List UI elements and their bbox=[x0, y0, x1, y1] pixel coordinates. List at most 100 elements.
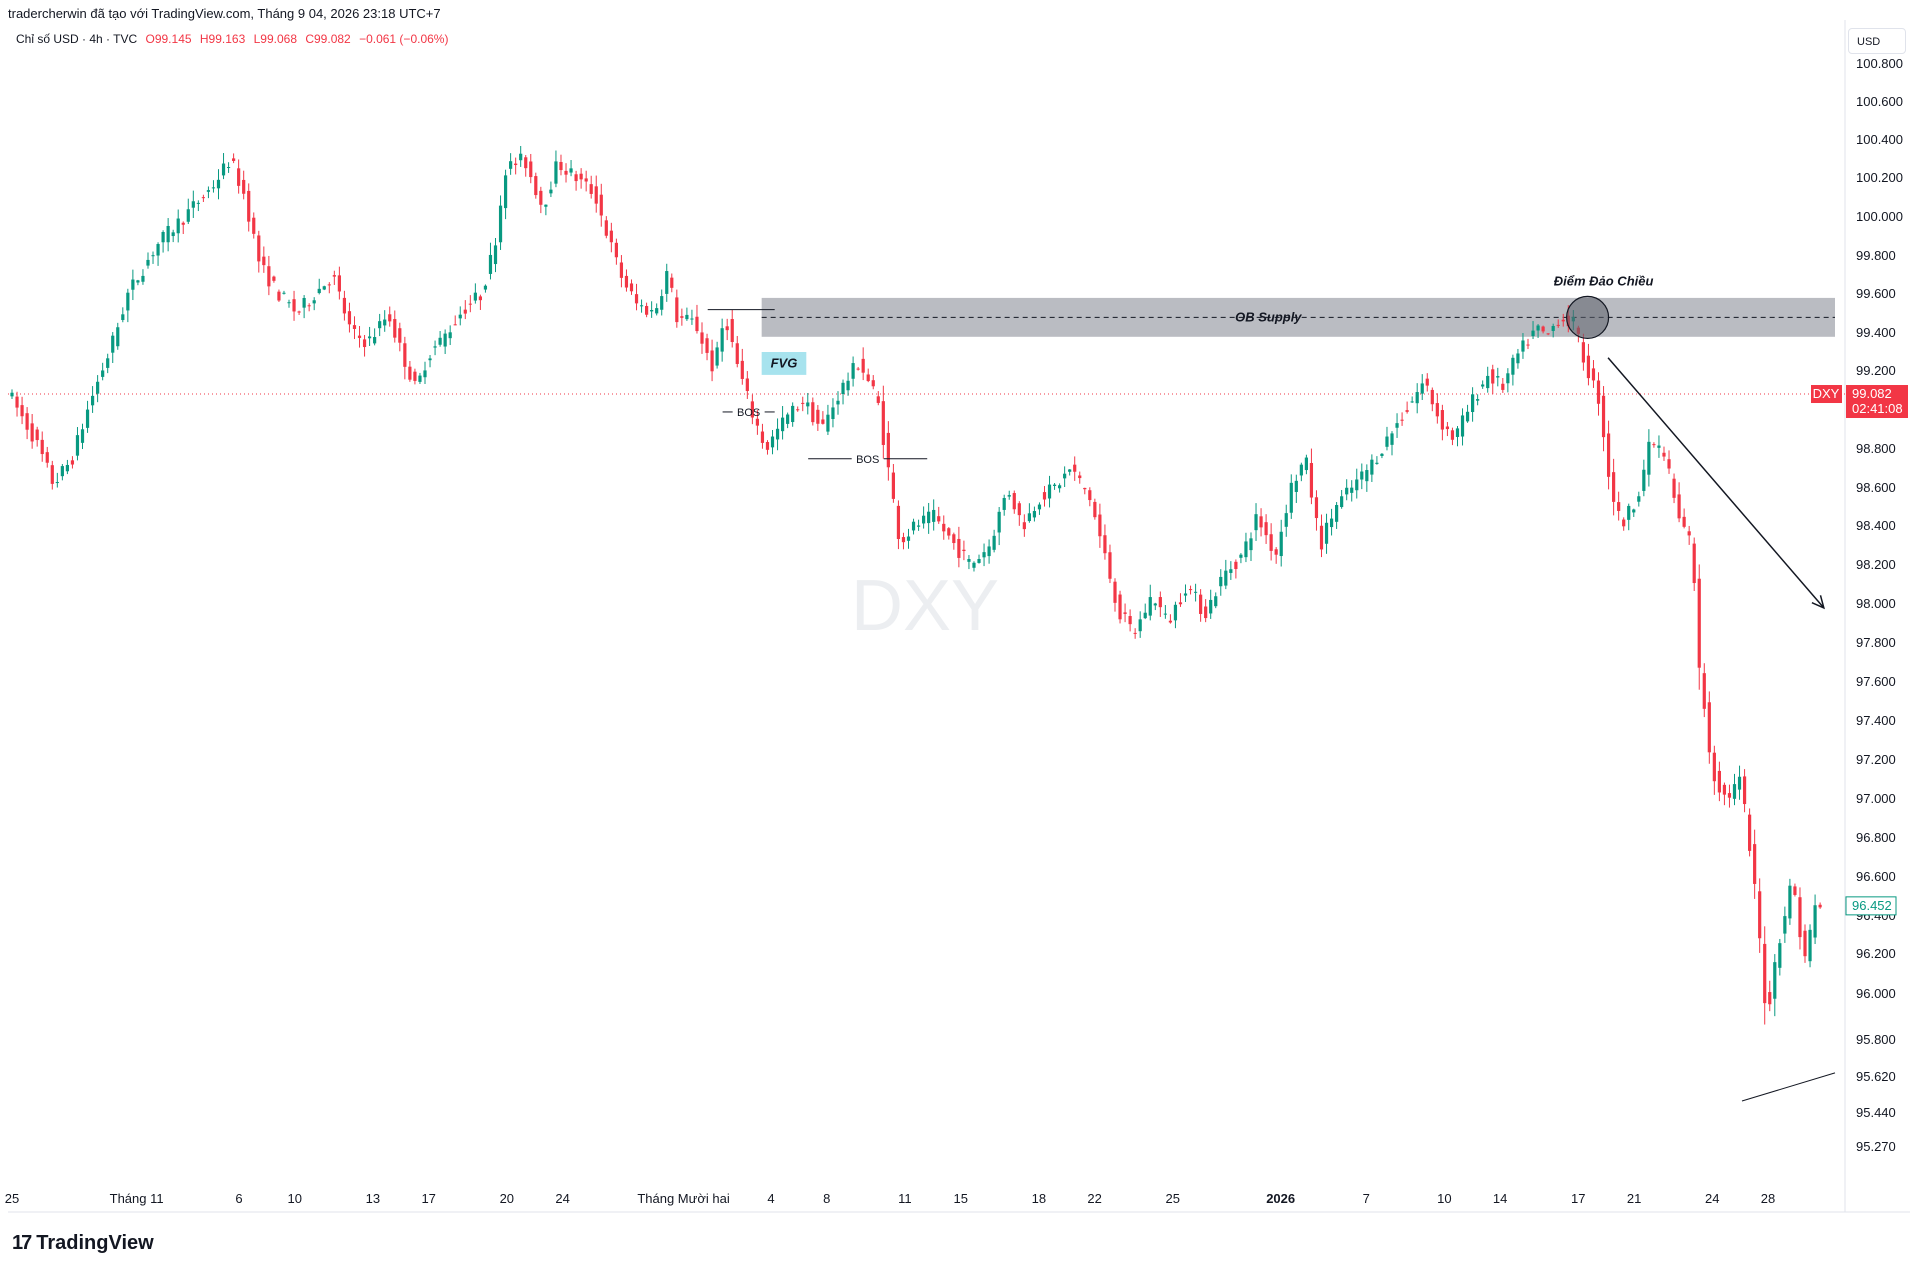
x-tick-label: 10 bbox=[1437, 1191, 1451, 1206]
candle bbox=[1284, 504, 1288, 537]
candle-body bbox=[841, 382, 845, 395]
tradingview-logo-icon: 17 bbox=[12, 1232, 32, 1254]
candle-body bbox=[1702, 673, 1706, 709]
y-tick-label: 100.000 bbox=[1856, 209, 1903, 224]
candle-body bbox=[403, 343, 407, 367]
candle bbox=[1380, 453, 1384, 459]
candle-body bbox=[1612, 472, 1616, 502]
y-tick-label: 97.600 bbox=[1856, 674, 1896, 689]
support-trendline[interactable] bbox=[1741, 1072, 1836, 1102]
fvg-zone[interactable] bbox=[761, 352, 807, 375]
candle-body bbox=[1314, 497, 1319, 519]
candle bbox=[735, 335, 739, 368]
candle-body bbox=[1234, 561, 1238, 570]
legend-symbol[interactable]: Chỉ số USD · 4h · TVC bbox=[16, 32, 138, 46]
candle bbox=[1727, 784, 1732, 808]
candle bbox=[1440, 404, 1444, 441]
candle-body bbox=[307, 305, 311, 307]
x-tick-label: 10 bbox=[288, 1191, 302, 1206]
candle bbox=[1148, 584, 1152, 621]
candle-body bbox=[1405, 410, 1409, 412]
candle bbox=[760, 423, 765, 449]
candle bbox=[1465, 404, 1470, 423]
candle bbox=[186, 198, 190, 225]
candle bbox=[1546, 333, 1550, 336]
candle-body bbox=[1254, 514, 1258, 531]
candle bbox=[916, 519, 921, 531]
candle-body bbox=[1395, 423, 1399, 428]
currency-selector[interactable]: USD bbox=[1848, 28, 1906, 54]
candle-body bbox=[796, 409, 800, 411]
candle bbox=[292, 290, 296, 321]
candle-body bbox=[1289, 482, 1293, 513]
candle bbox=[478, 294, 482, 310]
candle-body bbox=[937, 516, 941, 522]
candle-body bbox=[755, 418, 760, 426]
candle bbox=[1058, 483, 1062, 493]
candle-body bbox=[1813, 905, 1817, 938]
candle-body bbox=[1224, 570, 1228, 586]
candle-body bbox=[1677, 494, 1681, 519]
candle-body bbox=[262, 256, 266, 266]
candle bbox=[106, 353, 110, 374]
candle bbox=[957, 526, 961, 568]
candle-body bbox=[982, 552, 986, 558]
candle-body bbox=[705, 338, 709, 353]
x-tick-label: 2026 bbox=[1266, 1191, 1295, 1206]
candle-body bbox=[1737, 776, 1742, 790]
candle-body bbox=[1032, 511, 1037, 518]
y-tick-label: 96.600 bbox=[1856, 869, 1896, 884]
candle-body bbox=[715, 347, 719, 366]
candle bbox=[584, 170, 588, 192]
candle bbox=[967, 555, 971, 570]
candle-body bbox=[237, 168, 241, 186]
candle-body bbox=[226, 167, 231, 169]
candle-body bbox=[1340, 496, 1344, 508]
candle bbox=[1007, 490, 1011, 500]
candle bbox=[1687, 525, 1691, 545]
candle bbox=[1627, 503, 1631, 531]
candle bbox=[1511, 354, 1515, 386]
candle bbox=[1612, 458, 1616, 516]
reversal-point-marker[interactable] bbox=[1565, 295, 1610, 339]
candle bbox=[40, 431, 44, 462]
candle-body bbox=[861, 358, 865, 373]
candle bbox=[136, 279, 140, 286]
candle bbox=[85, 400, 90, 433]
candle bbox=[166, 218, 170, 252]
candle-body bbox=[1753, 844, 1757, 884]
candle bbox=[433, 340, 437, 356]
candle bbox=[35, 426, 39, 447]
candle bbox=[15, 391, 19, 417]
candle bbox=[1778, 938, 1782, 976]
candle bbox=[871, 375, 875, 390]
candle-body bbox=[1637, 496, 1641, 502]
candle-body bbox=[373, 337, 377, 344]
candle bbox=[1682, 508, 1686, 529]
candle-body bbox=[645, 305, 649, 315]
candle bbox=[1360, 463, 1364, 490]
y-tick-label: 98.000 bbox=[1856, 596, 1896, 611]
candle-body bbox=[428, 358, 432, 361]
y-tick-label: 98.600 bbox=[1856, 480, 1896, 495]
x-tick-label: 25 bbox=[5, 1191, 19, 1206]
candle bbox=[695, 304, 699, 334]
candle-body bbox=[544, 204, 548, 207]
candle-body bbox=[609, 230, 613, 243]
candle bbox=[901, 532, 906, 550]
candle bbox=[972, 561, 976, 572]
candle bbox=[1818, 902, 1822, 909]
candle bbox=[473, 283, 477, 304]
candle-body bbox=[846, 380, 850, 391]
x-tick-label: 8 bbox=[823, 1191, 830, 1206]
candle-body bbox=[720, 328, 724, 352]
y-tick-label: 99.200 bbox=[1856, 363, 1896, 378]
candle-body bbox=[40, 439, 44, 455]
candle-body bbox=[131, 279, 135, 290]
projection-arrow-line[interactable] bbox=[1607, 357, 1825, 609]
candle bbox=[524, 155, 528, 177]
candle-body bbox=[786, 414, 790, 424]
candle bbox=[791, 402, 795, 427]
candle-body bbox=[1722, 784, 1727, 795]
